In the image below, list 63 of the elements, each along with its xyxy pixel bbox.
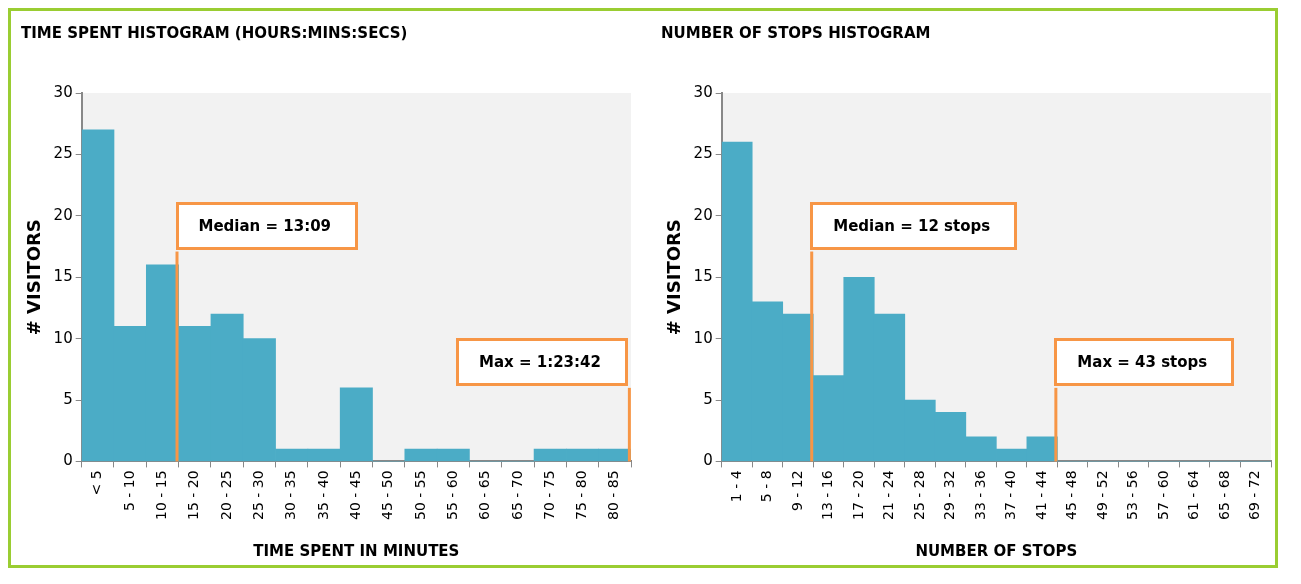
x-tick-label: 45 - 48 xyxy=(1063,470,1080,521)
x-tick-label: < 5 xyxy=(88,470,105,496)
x-tick-label: 55 - 60 xyxy=(443,470,460,521)
y-tick-label: 5 xyxy=(63,389,73,408)
x-tick-label: 50 - 55 xyxy=(411,470,428,521)
x-tick-label: 53 - 56 xyxy=(1124,470,1141,521)
y-tick-label: 0 xyxy=(703,451,713,470)
x-tick-label: 75 - 80 xyxy=(573,470,590,521)
x-tick-label: 65 - 68 xyxy=(1215,470,1232,521)
ref-line-label: Max = 1:23:42 xyxy=(478,353,601,372)
x-tick-label: 65 - 70 xyxy=(508,470,525,521)
y-tick-label: 25 xyxy=(693,144,713,163)
y-tick-label: 5 xyxy=(703,389,713,408)
callout-box: Max = 43 stops xyxy=(1054,338,1235,387)
callout-box: Median = 13:09 xyxy=(175,202,359,250)
x-tick-label: 25 - 30 xyxy=(250,470,267,521)
x-axis-title: NUMBER OF STOPS xyxy=(915,541,1078,560)
x-tick-label: 13 - 16 xyxy=(819,470,836,521)
x-tick-label: 21 - 24 xyxy=(880,470,897,521)
x-tick-label: 61 - 64 xyxy=(1185,470,1202,521)
x-tick-label: 9 - 12 xyxy=(788,470,805,512)
x-tick-label: 17 - 20 xyxy=(849,470,866,521)
x-tick-label: 45 - 50 xyxy=(379,470,396,521)
x-tick-label: 57 - 60 xyxy=(1154,470,1171,521)
y-tick-label: 30 xyxy=(53,82,73,101)
x-tick-label: 5 - 8 xyxy=(758,470,775,503)
x-tick-label: 70 - 75 xyxy=(540,470,557,521)
x-tick-label: 15 - 20 xyxy=(185,470,202,521)
ref-line-label: Max = 43 stops xyxy=(1077,353,1208,372)
chart-title: NUMBER OF STOPS HISTOGRAM xyxy=(661,23,931,42)
x-tick-label: 80 - 85 xyxy=(605,470,622,521)
x-axis-title: TIME SPENT IN MINUTES xyxy=(253,541,460,560)
y-tick-label: 30 xyxy=(693,82,713,101)
callout-box: Max = 1:23:42 xyxy=(455,338,628,387)
y-tick-label: 10 xyxy=(693,328,713,347)
y-tick-label: 0 xyxy=(63,451,73,470)
x-tick-label: 5 - 10 xyxy=(120,470,137,512)
x-tick-label: 33 - 36 xyxy=(971,470,988,521)
y-tick-label: 15 xyxy=(53,267,73,286)
y-tick-label: 25 xyxy=(53,144,73,163)
y-tick-label: 10 xyxy=(53,328,73,347)
x-tick-label: 49 - 52 xyxy=(1093,470,1110,521)
x-tick-label: 60 - 65 xyxy=(476,470,493,521)
ref-line-label: Median = 13:09 xyxy=(198,217,332,236)
x-tick-label: 37 - 40 xyxy=(1002,470,1019,521)
y-axis-title: # VISITORS xyxy=(23,219,45,336)
x-tick-label: 25 - 28 xyxy=(910,470,927,521)
y-tick-label: 20 xyxy=(53,205,73,224)
x-tick-label: 69 - 72 xyxy=(1246,470,1263,521)
callout-box: Median = 12 stops xyxy=(810,202,1018,250)
x-tick-label: 35 - 40 xyxy=(314,470,331,521)
y-tick-label: 20 xyxy=(693,205,713,224)
chart-title: TIME SPENT HISTOGRAM (HOURS:MINS:SECS) xyxy=(21,23,408,42)
x-tick-label: 10 - 15 xyxy=(153,470,170,521)
x-tick-label: 30 - 35 xyxy=(282,470,299,521)
x-tick-label: 29 - 32 xyxy=(941,470,958,521)
x-tick-label: 20 - 25 xyxy=(217,470,234,521)
y-tick-label: 15 xyxy=(693,267,713,286)
ref-line-label: Median = 12 stops xyxy=(833,217,991,236)
y-axis-title: # VISITORS xyxy=(663,219,685,336)
x-tick-label: 41 - 44 xyxy=(1032,470,1049,521)
x-tick-label: 1 - 4 xyxy=(727,470,744,503)
x-tick-label: 40 - 45 xyxy=(346,470,363,521)
